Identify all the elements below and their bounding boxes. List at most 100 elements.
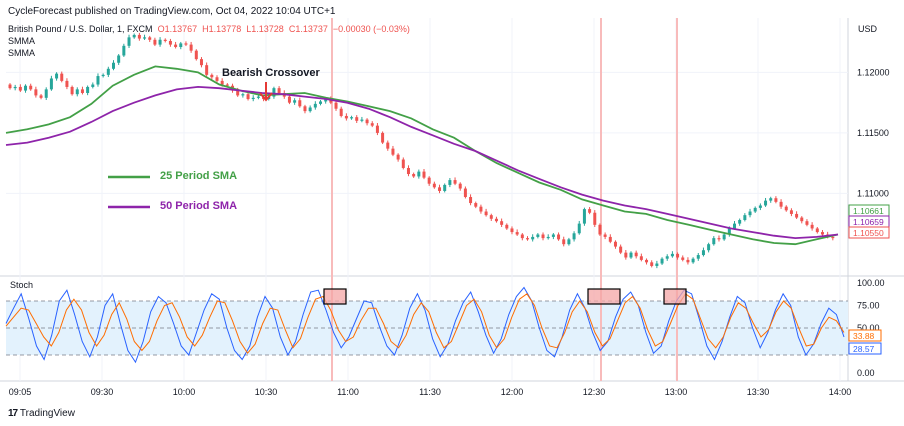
candle-body: [531, 236, 535, 240]
price-label-text: 1.10550: [853, 228, 884, 238]
candle-body: [593, 212, 597, 225]
time-tick-label: 12:30: [583, 387, 606, 397]
stoch-highlight-boxes: [323, 288, 687, 305]
candle-body: [319, 101, 322, 104]
candle-body: [463, 188, 467, 198]
candle-body: [127, 37, 131, 46]
candle-body: [396, 154, 400, 160]
candle-body: [562, 239, 566, 245]
candle-body: [639, 256, 643, 260]
stoch-tick-label: 0.00: [857, 368, 875, 378]
candle-body: [272, 88, 276, 97]
candle-body: [815, 228, 819, 233]
candle-body: [360, 119, 364, 121]
candle-body: [13, 86, 17, 89]
price-label-box: [848, 226, 890, 239]
candle-body: [350, 117, 354, 119]
stoch-lines-group: [5, 286, 845, 364]
candle-body: [795, 213, 799, 218]
candle-body: [406, 167, 410, 175]
stoch-line-pct-K: [5, 286, 845, 364]
symbol-title: British Pound / U.S. Dollar, 1, FXCM: [8, 24, 153, 34]
candle-body: [520, 234, 524, 239]
legend-sma50-label: 50 Period SMA: [160, 200, 238, 212]
candle-body: [174, 44, 178, 48]
candle-body: [324, 99, 328, 102]
candle-body: [422, 171, 426, 178]
candle-body: [448, 180, 452, 185]
stoch-tick-label: 75.00: [857, 301, 880, 311]
time-tick-label: 10:30: [255, 387, 278, 397]
stoch-peak-box: [663, 288, 687, 305]
candle-body: [645, 259, 649, 263]
candle-body: [598, 224, 602, 235]
candle-body: [619, 246, 623, 253]
candle-body: [293, 100, 297, 103]
candle-body: [80, 89, 84, 93]
candle-body: [603, 234, 607, 237]
candle-body: [256, 96, 260, 98]
candle-body: [18, 86, 22, 91]
time-tick-label: 11:30: [419, 387, 441, 397]
candle-body: [55, 73, 59, 79]
candle-body: [608, 236, 612, 242]
candle-body: [303, 106, 307, 112]
candle-body: [505, 224, 509, 229]
candle-body: [784, 206, 788, 211]
candle-body: [112, 62, 115, 69]
candle-body: [75, 89, 79, 95]
time-tick-label: 12:00: [501, 387, 524, 397]
candle-body: [375, 125, 379, 133]
time-tick-label: 11:00: [337, 387, 359, 397]
candle-body: [246, 94, 250, 100]
time-tick-label: 13:00: [665, 387, 688, 397]
candle-body: [634, 252, 638, 257]
candle-body: [789, 210, 793, 214]
candle-body: [179, 43, 183, 48]
candle-body: [355, 117, 359, 121]
time-tick-label: 09:30: [91, 387, 114, 397]
candle-body: [572, 233, 576, 240]
candle-body: [733, 223, 736, 229]
price-tick-label: 1.11500: [857, 128, 889, 138]
candle-body: [551, 234, 555, 237]
sma-lines-group: [5, 65, 839, 246]
candle-body: [753, 207, 757, 212]
candle-body: [70, 86, 74, 95]
candle-body: [49, 78, 53, 90]
candle-body: [779, 201, 783, 207]
candle-body: [334, 102, 338, 109]
candle-body: [34, 89, 38, 96]
candle-body: [96, 76, 100, 85]
candle-body: [251, 97, 255, 100]
candle-body: [629, 252, 633, 258]
stoch-title: Stoch: [10, 280, 34, 290]
sma-line-50: [5, 85, 839, 240]
candle-body: [158, 39, 162, 45]
candle-body: [613, 241, 617, 247]
tradingview-logo: 17 TradingView: [8, 408, 75, 419]
candle-body: [722, 234, 726, 240]
symbol-info: British Pound / U.S. Dollar, 1, FXCM O1.…: [8, 24, 410, 34]
stoch-line-pct-D: [5, 293, 845, 355]
stoch-label-text: 33.88: [853, 331, 875, 341]
candle-body: [582, 209, 586, 224]
candle-body: [443, 184, 447, 191]
candle-body: [515, 232, 519, 235]
price-tick-label: 1.12000: [857, 67, 890, 77]
stoch-label-text: 28.57: [853, 344, 875, 354]
candle-body: [148, 37, 152, 40]
candle-body: [701, 250, 705, 256]
candle-body: [386, 142, 390, 149]
candle-body: [474, 203, 478, 207]
candle-body: [510, 228, 514, 233]
axes-group: 1.12000 1.11500 1.11000 09:05 09:30 10:00 10:3…: [9, 67, 890, 397]
price-label-text: 1.10659: [853, 217, 884, 227]
candle-body: [313, 103, 317, 108]
candle-body: [577, 223, 581, 234]
candle-body: [101, 74, 105, 77]
candle-body: [132, 34, 136, 38]
candle-body: [370, 123, 374, 126]
